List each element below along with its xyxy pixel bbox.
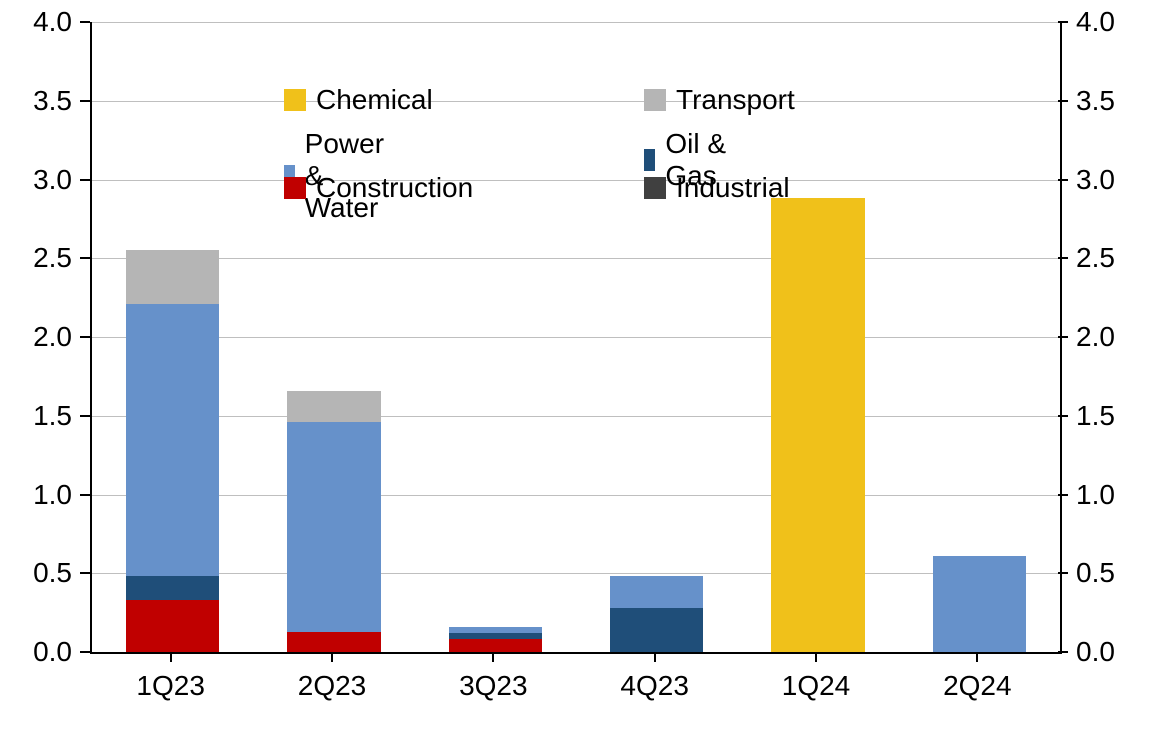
legend-item: Chemical: [284, 84, 433, 116]
gridline: [92, 258, 1060, 259]
bar-segment: [449, 639, 543, 652]
x-tick-mark: [815, 652, 817, 662]
legend-swatch: [644, 89, 666, 111]
y-tick-mark-left: [80, 179, 90, 181]
legend-label: Industrial: [676, 172, 790, 204]
plot-area: [90, 22, 1062, 654]
bar-group: [287, 22, 381, 652]
y-tick-label-right: 4.0: [1076, 6, 1115, 38]
legend-swatch: [644, 149, 655, 171]
stacked-bar-chart: ChemicalTransportPower & WaterOil & GasC…: [0, 0, 1152, 734]
x-tick-label: 2Q24: [943, 670, 1012, 702]
y-tick-label-right: 0.0: [1076, 636, 1115, 668]
x-tick-label: 4Q23: [620, 670, 689, 702]
y-tick-label-right: 3.0: [1076, 164, 1115, 196]
y-tick-label-left: 2.0: [33, 321, 72, 353]
y-tick-label-left: 0.5: [33, 557, 72, 589]
bar-segment: [287, 391, 381, 423]
legend-swatch: [644, 177, 666, 199]
bar-segment: [933, 556, 1027, 652]
y-tick-label-left: 3.0: [33, 164, 72, 196]
y-tick-mark-right: [1058, 100, 1068, 102]
y-tick-label-left: 4.0: [33, 6, 72, 38]
gridline: [92, 573, 1060, 574]
y-tick-label-right: 2.0: [1076, 321, 1115, 353]
y-tick-label-right: 3.5: [1076, 85, 1115, 117]
bar-segment: [449, 627, 543, 633]
x-tick-mark: [170, 652, 172, 662]
bar-segment: [449, 633, 543, 639]
legend-item: Industrial: [644, 172, 790, 204]
legend-item: Transport: [644, 84, 795, 116]
y-tick-mark-left: [80, 494, 90, 496]
legend-label: Construction: [316, 172, 473, 204]
bar-segment: [287, 422, 381, 631]
bar-segment: [126, 600, 220, 652]
x-tick-mark: [976, 652, 978, 662]
y-tick-label-left: 0.0: [33, 636, 72, 668]
y-tick-mark-right: [1058, 415, 1068, 417]
y-tick-mark-left: [80, 572, 90, 574]
y-tick-label-left: 1.5: [33, 400, 72, 432]
bar-segment: [126, 250, 220, 304]
gridline: [92, 495, 1060, 496]
legend-label: Transport: [676, 84, 795, 116]
x-tick-mark: [492, 652, 494, 662]
y-tick-mark-left: [80, 257, 90, 259]
y-tick-label-right: 1.0: [1076, 479, 1115, 511]
x-tick-label: 1Q24: [782, 670, 851, 702]
y-tick-mark-left: [80, 336, 90, 338]
y-tick-label-right: 1.5: [1076, 400, 1115, 432]
gridline: [92, 416, 1060, 417]
x-tick-label: 3Q23: [459, 670, 528, 702]
legend-swatch: [284, 89, 306, 111]
bar-group: [449, 22, 543, 652]
x-tick-label: 1Q23: [136, 670, 205, 702]
y-tick-mark-right: [1058, 494, 1068, 496]
y-tick-mark-left: [80, 651, 90, 653]
y-tick-label-left: 3.5: [33, 85, 72, 117]
bar-segment: [287, 632, 381, 652]
x-tick-mark: [331, 652, 333, 662]
y-tick-mark-right: [1058, 179, 1068, 181]
bar-group: [771, 22, 865, 652]
bar-segment: [126, 576, 220, 600]
bar-segment: [610, 576, 704, 608]
y-tick-mark-right: [1058, 572, 1068, 574]
y-tick-mark-left: [80, 21, 90, 23]
y-tick-mark-left: [80, 415, 90, 417]
y-tick-mark-left: [80, 100, 90, 102]
y-tick-mark-right: [1058, 257, 1068, 259]
legend-swatch: [284, 177, 306, 199]
gridline: [92, 337, 1060, 338]
legend-label: Chemical: [316, 84, 433, 116]
y-tick-label-left: 2.5: [33, 242, 72, 274]
legend-item: Construction: [284, 172, 473, 204]
gridline: [92, 101, 1060, 102]
bar-group: [933, 22, 1027, 652]
y-tick-mark-right: [1058, 21, 1068, 23]
gridline: [92, 180, 1060, 181]
y-tick-mark-right: [1058, 651, 1068, 653]
bar-segment: [771, 198, 865, 652]
y-tick-label-right: 2.5: [1076, 242, 1115, 274]
bar-group: [126, 22, 220, 652]
bar-segment: [126, 304, 220, 576]
y-tick-mark-right: [1058, 336, 1068, 338]
bar-group: [610, 22, 704, 652]
x-tick-label: 2Q23: [298, 670, 367, 702]
y-tick-label-left: 1.0: [33, 479, 72, 511]
bar-segment: [610, 608, 704, 652]
x-tick-mark: [654, 652, 656, 662]
y-tick-label-right: 0.5: [1076, 557, 1115, 589]
gridline: [92, 22, 1060, 23]
